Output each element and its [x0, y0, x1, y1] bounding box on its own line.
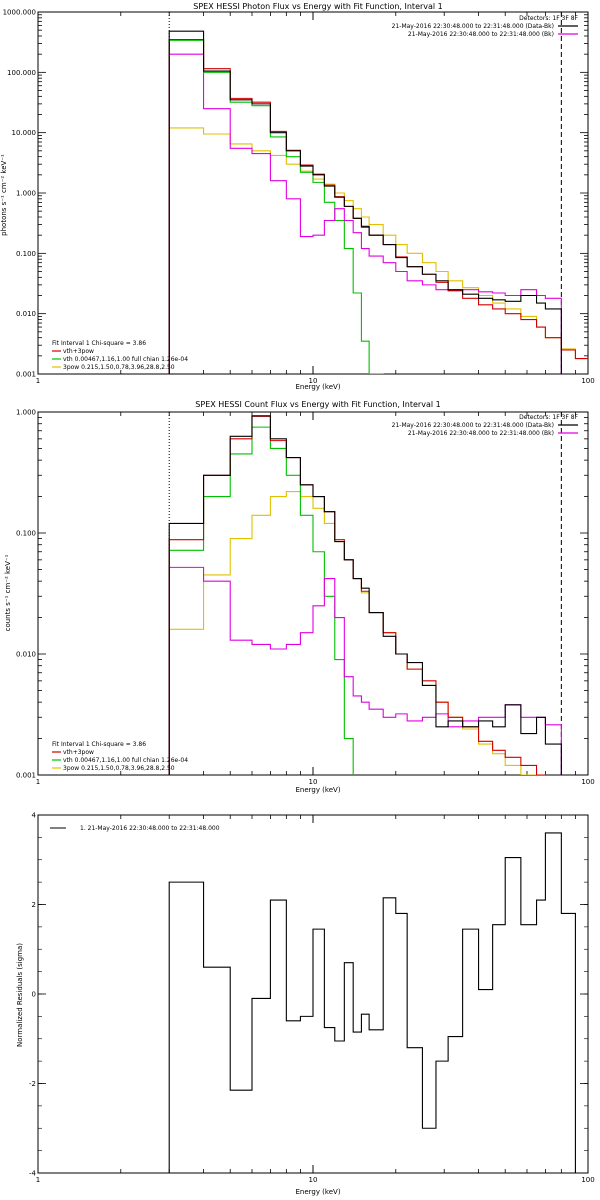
- detectors-label: Detectors: 1F 3F 8F: [519, 414, 578, 421]
- y-tick-label: -2: [29, 1080, 36, 1088]
- series-line-4: [168, 127, 588, 374]
- series-line-0: [168, 30, 562, 374]
- legend-item-vth: vth 0.00467,1.16,1.00 full chian 1.26e-0…: [63, 757, 188, 764]
- residuals-line: [168, 832, 576, 1173]
- x-tick-label: 1: [36, 377, 40, 385]
- x-tick-label: 1: [36, 778, 40, 786]
- y-tick-label: 0: [32, 991, 36, 999]
- y-tick-label: 2: [32, 901, 36, 909]
- x-tick-label: 1: [36, 1176, 40, 1184]
- series-line-2: [168, 415, 546, 775]
- x-tick-label: 100: [581, 778, 594, 786]
- legend-item-3pow: 3pow 0.215,1.50,0.78,3.96,28.8,2.50: [63, 765, 175, 772]
- count-flux-panel: SPEX HESSI Count Flux vs Energy with Fit…: [4, 400, 595, 794]
- y-tick-label: 0.010: [16, 651, 36, 659]
- legend-item-total: vth+3pow: [63, 749, 94, 756]
- series-line-2: [168, 38, 588, 374]
- y-tick-label: 0.010: [16, 310, 36, 318]
- x-axis-label: Energy (keV): [295, 383, 340, 391]
- series-line-0: [168, 415, 562, 775]
- residuals-panel: 1. 21-May-2016 22:30:48.000 to 22:31:48.…: [16, 812, 595, 1197]
- panel-title: SPEX HESSI Photon Flux vs Energy with Fi…: [193, 2, 443, 11]
- x-tick-label: 10: [309, 1176, 318, 1184]
- time-label-data: 21-May-2016 22:30:48.000 to 22:31:48.000…: [392, 422, 554, 429]
- y-tick-label: 0.100: [16, 250, 36, 258]
- series-line-3: [168, 39, 384, 374]
- y-axis-label: counts s⁻¹ cm⁻² keV⁻¹: [4, 554, 12, 631]
- time-label-bk: 21-May-2016 22:30:48.000 to 22:31:48.000…: [408, 31, 554, 38]
- detectors-label: Detectors: 1F 3F 8F: [519, 15, 578, 22]
- fit-label: Fit Interval 1 Chi-square = 3.86: [52, 340, 146, 347]
- plot-frame: [37, 11, 589, 375]
- legend-item-3pow: 3pow 0.215,1.50,0.78,3.96,28.8,2.50: [63, 364, 175, 371]
- y-axis-label: Normalized Residuals (sigma): [16, 943, 24, 1047]
- x-axis-label: Energy (keV): [295, 1188, 340, 1196]
- x-axis-label: Energy (keV): [295, 786, 340, 794]
- series-line-4: [168, 491, 538, 775]
- y-tick-label: 0.001: [16, 371, 36, 379]
- x-tick-label: 10: [309, 377, 318, 385]
- time-label-bk: 21-May-2016 22:30:48.000 to 22:31:48.000…: [408, 430, 554, 437]
- series-line-3: [168, 426, 354, 775]
- y-tick-label: 1.000: [16, 190, 36, 198]
- x-tick-label: 100: [581, 377, 594, 385]
- y-tick-label: 0.100: [16, 530, 36, 538]
- time-label-data: 21-May-2016 22:30:48.000 to 22:31:48.000…: [392, 23, 554, 30]
- panel-title: SPEX HESSI Count Flux vs Energy with Fit…: [195, 400, 440, 409]
- y-tick-label: 1.000: [16, 409, 36, 417]
- x-tick-label: 100: [581, 1176, 594, 1184]
- photon-flux-panel: SPEX HESSI Photon Flux vs Energy with Fi…: [0, 2, 595, 391]
- y-tick-label: 10.000: [12, 129, 37, 137]
- y-tick-label: 0.001: [16, 772, 36, 780]
- legend-item-total: vth+3pow: [63, 348, 94, 355]
- y-tick-label: 100.000: [7, 69, 36, 77]
- y-tick-label: 4: [32, 812, 37, 820]
- x-tick-label: 10: [309, 778, 318, 786]
- series-line-1: [168, 53, 562, 374]
- residuals-legend-label: 1. 21-May-2016 22:30:48.000 to 22:31:48.…: [80, 825, 220, 832]
- fit-label: Fit Interval 1 Chi-square = 3.86: [52, 741, 146, 748]
- legend-item-vth: vth 0.00467,1.16,1.00 full chian 1.26e-0…: [63, 356, 188, 363]
- y-tick-label: -4: [29, 1170, 37, 1178]
- y-tick-label: 1000.000: [3, 9, 36, 17]
- y-axis-label: photons s⁻¹ cm⁻² keV⁻¹: [0, 154, 8, 236]
